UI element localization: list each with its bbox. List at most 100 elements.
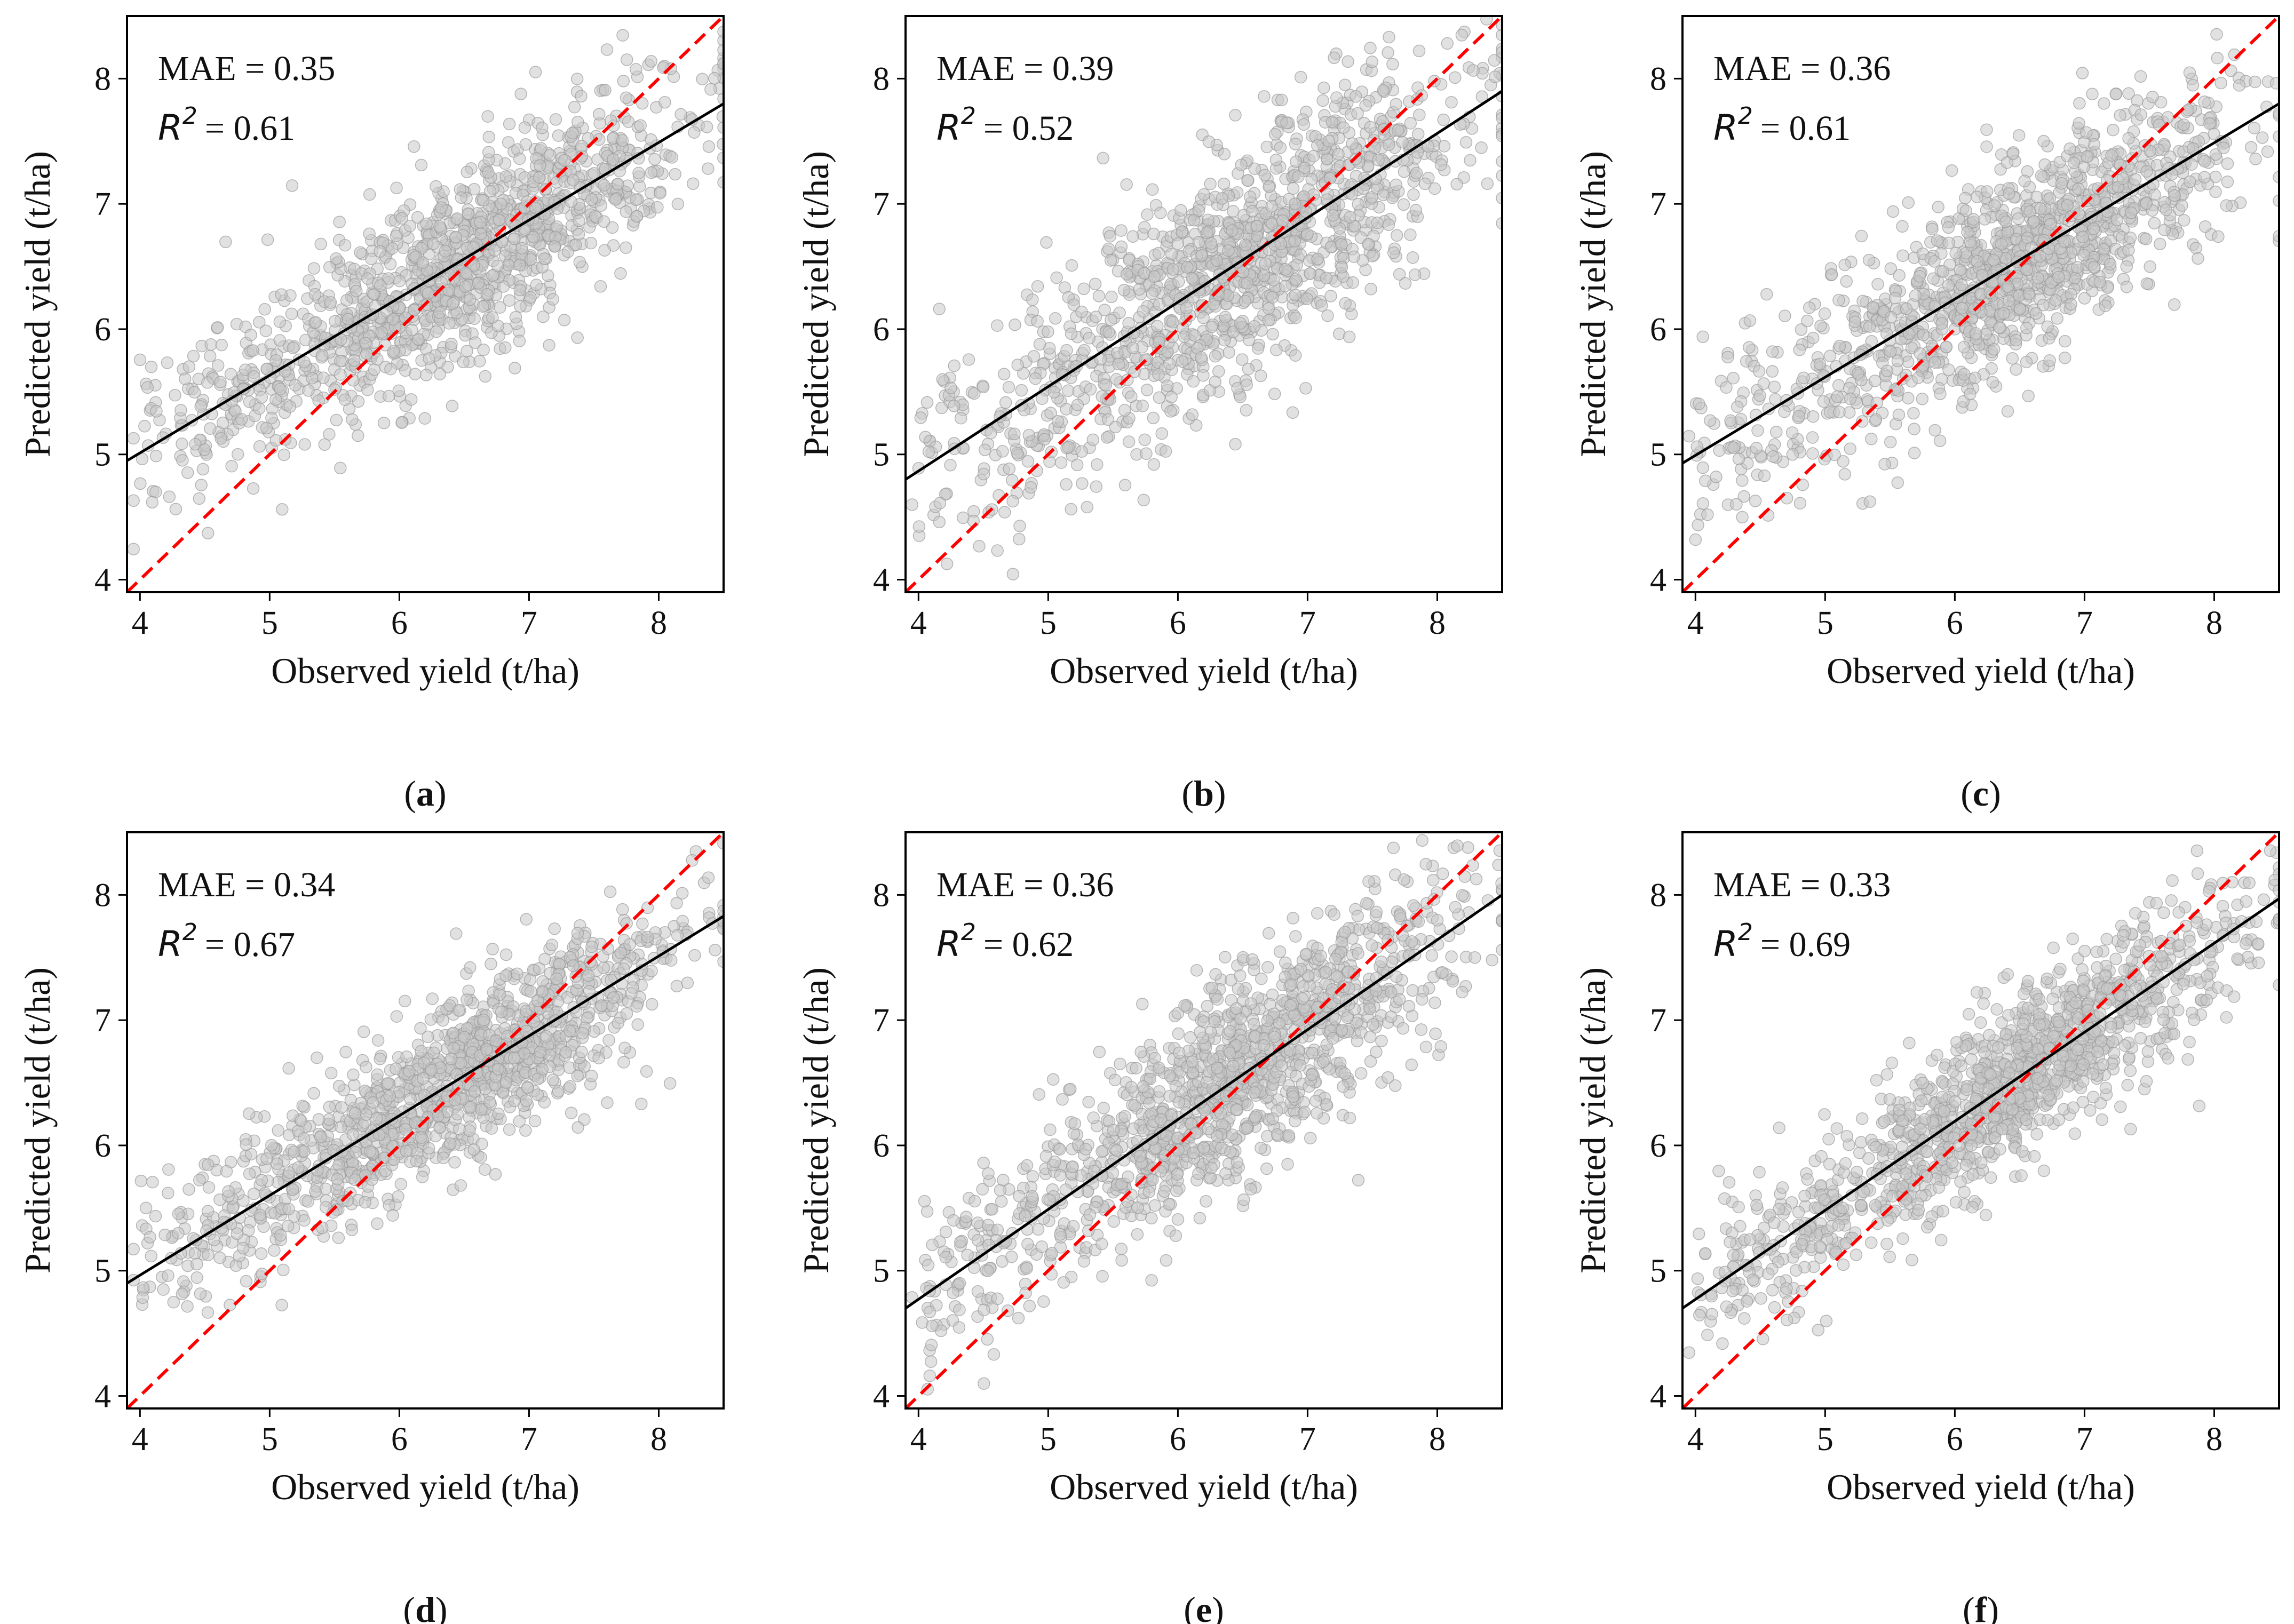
- data-point: [420, 298, 434, 312]
- data-point: [1317, 81, 1330, 94]
- data-point: [334, 368, 347, 381]
- data-point: [409, 368, 422, 380]
- data-point: [408, 140, 420, 153]
- data-point: [302, 384, 315, 397]
- data-point: [1324, 290, 1337, 302]
- data-point: [211, 321, 224, 334]
- data-point: [468, 312, 481, 325]
- data-point: [387, 345, 400, 358]
- data-point: [607, 153, 620, 166]
- data-point: [495, 197, 507, 211]
- data-point: [481, 110, 494, 123]
- data-point: [287, 341, 300, 354]
- data-point: [558, 154, 571, 166]
- data-point: [427, 237, 440, 250]
- data-point: [1105, 290, 1118, 304]
- data-point: [1404, 228, 1417, 241]
- data-point: [215, 432, 227, 445]
- data-point: [334, 461, 347, 475]
- data-point: [318, 438, 331, 451]
- data-point: [463, 293, 477, 306]
- data-point: [243, 395, 256, 408]
- data-point: [247, 482, 260, 495]
- data-point: [1258, 90, 1271, 103]
- data-point: [461, 165, 473, 179]
- data-point: [363, 188, 376, 201]
- data-point: [524, 291, 537, 304]
- data-point: [499, 170, 512, 183]
- data-point: [588, 167, 600, 180]
- data-point: [433, 368, 447, 380]
- data-point: [491, 259, 504, 273]
- data-point: [459, 280, 472, 293]
- data-point: [384, 258, 397, 270]
- data-point: [651, 201, 664, 214]
- data-point: [477, 300, 489, 313]
- data-point: [537, 310, 550, 323]
- data-point: [176, 454, 189, 467]
- data-point: [529, 202, 542, 214]
- data-point: [645, 166, 658, 179]
- data-point: [146, 496, 159, 509]
- data-point: [568, 100, 581, 114]
- data-point: [461, 345, 473, 357]
- data-point: [403, 219, 416, 233]
- data-point: [231, 448, 244, 461]
- data-point: [573, 256, 586, 269]
- data-point: [702, 162, 715, 175]
- data-point: [390, 181, 403, 195]
- data-point: [423, 352, 435, 365]
- data-point: [196, 463, 210, 476]
- data-point: [1268, 387, 1281, 401]
- data-point: [636, 97, 649, 110]
- data-point: [570, 73, 584, 85]
- data-point: [309, 316, 322, 329]
- data-point: [247, 370, 260, 383]
- data-point: [330, 252, 343, 265]
- data-point: [548, 240, 561, 253]
- data-point: [145, 360, 158, 373]
- data-point: [269, 354, 282, 367]
- data-point: [258, 302, 271, 316]
- data-point: [1013, 532, 1026, 546]
- data-point: [446, 400, 459, 412]
- data-point: [188, 386, 201, 399]
- data-point: [569, 238, 582, 251]
- data-point: [451, 212, 464, 225]
- data-point: [513, 283, 526, 297]
- data-point: [1155, 427, 1169, 440]
- data-point: [1289, 138, 1302, 150]
- data-point: [486, 311, 499, 324]
- x-tick-label: 5: [261, 605, 278, 641]
- data-point: [363, 227, 376, 240]
- data-point: [298, 438, 311, 451]
- data-point: [1090, 480, 1103, 493]
- data-point: [620, 91, 633, 104]
- x-tick-label: 6: [391, 605, 408, 641]
- data-point: [314, 237, 327, 251]
- data-point: [514, 87, 527, 100]
- data-point: [482, 146, 495, 159]
- data-point: [665, 151, 678, 164]
- data-point: [445, 338, 458, 351]
- data-point: [600, 43, 614, 56]
- data-point: [669, 168, 681, 181]
- data-point: [571, 115, 584, 129]
- y-tick-label: 8: [94, 61, 111, 97]
- data-point: [187, 349, 200, 363]
- data-point: [704, 83, 717, 96]
- data-point: [340, 294, 353, 307]
- data-point: [622, 115, 635, 128]
- data-point: [483, 185, 497, 198]
- y-tick-label: 7: [94, 186, 111, 222]
- data-point: [269, 393, 282, 406]
- data-point: [330, 413, 343, 427]
- data-point: [338, 393, 352, 406]
- data-point: [285, 307, 298, 320]
- data-point: [259, 324, 273, 337]
- data-point: [323, 260, 336, 274]
- data-point: [671, 197, 685, 211]
- data-point: [469, 336, 482, 349]
- data-point: [552, 129, 565, 142]
- data-point: [406, 323, 418, 337]
